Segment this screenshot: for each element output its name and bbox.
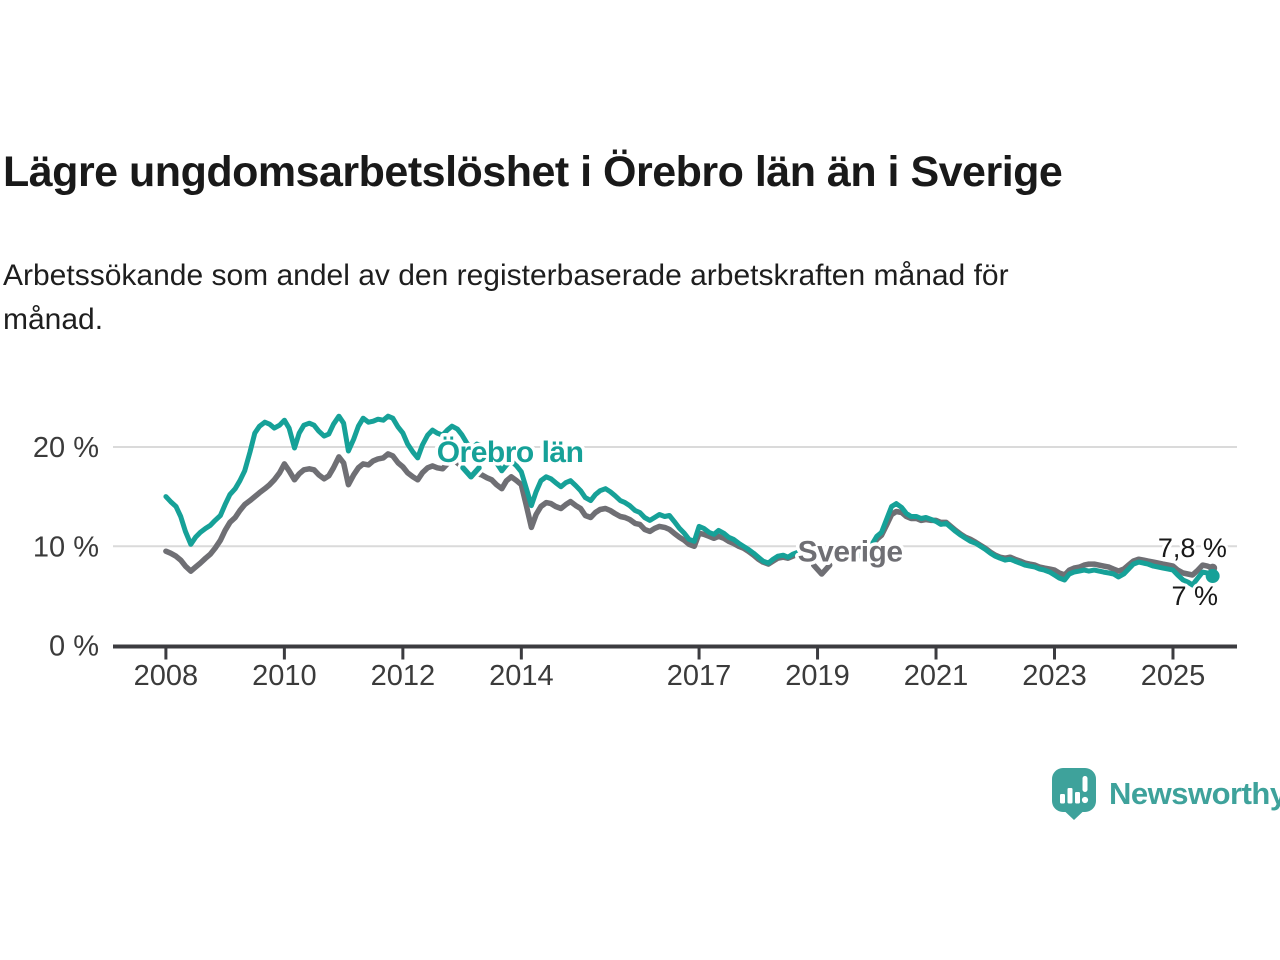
series-line-sverige bbox=[163, 451, 1216, 578]
series-label-sverige: Sverige bbox=[798, 536, 903, 569]
x-axis-label-2023: 2023 bbox=[1022, 660, 1087, 692]
x-axis-label-2010: 2010 bbox=[252, 660, 317, 692]
y-axis-label-10: 10 % bbox=[33, 531, 99, 563]
series-end-dot-örebro-län bbox=[1205, 569, 1220, 584]
subtitle-line-2: månad. bbox=[3, 303, 104, 336]
newsworthy-speech-bubble-icon bbox=[1052, 768, 1096, 820]
chart-subtitle: Arbetssökande som andel av den registerb… bbox=[3, 254, 1183, 342]
x-axis-label-2014: 2014 bbox=[489, 660, 554, 692]
y-axis-label-20: 20 % bbox=[33, 432, 99, 464]
x-axis-label-2008: 2008 bbox=[134, 660, 199, 692]
x-axis-label-2019: 2019 bbox=[785, 660, 850, 692]
series-label-chevron bbox=[810, 562, 833, 577]
y-axis-label-0: 0 % bbox=[49, 631, 99, 663]
subtitle-line-1: Arbetssökande som andel av den registerb… bbox=[3, 259, 1009, 292]
bar-chart-glyph bbox=[1060, 776, 1089, 804]
series-label-chevron bbox=[460, 465, 482, 480]
series-line-örebro-län bbox=[163, 413, 1216, 588]
newsworthy-logo: Newsworthy bbox=[1052, 768, 1280, 820]
value-label-7: 7 % bbox=[1171, 581, 1218, 611]
x-axis-label-2021: 2021 bbox=[904, 660, 969, 692]
series-label-örebro-län: Örebro län bbox=[437, 436, 584, 469]
x-axis-label-2012: 2012 bbox=[371, 660, 436, 692]
value-label-78: 7,8 % bbox=[1158, 533, 1227, 563]
chart-title: Lägre ungdomsarbetslöshet i Örebro län ä… bbox=[3, 148, 1063, 196]
newsworthy-wordmark: Newsworthy bbox=[1109, 776, 1280, 811]
x-axis-label-2017: 2017 bbox=[667, 660, 732, 692]
x-axis-label-2025: 2025 bbox=[1141, 660, 1206, 692]
